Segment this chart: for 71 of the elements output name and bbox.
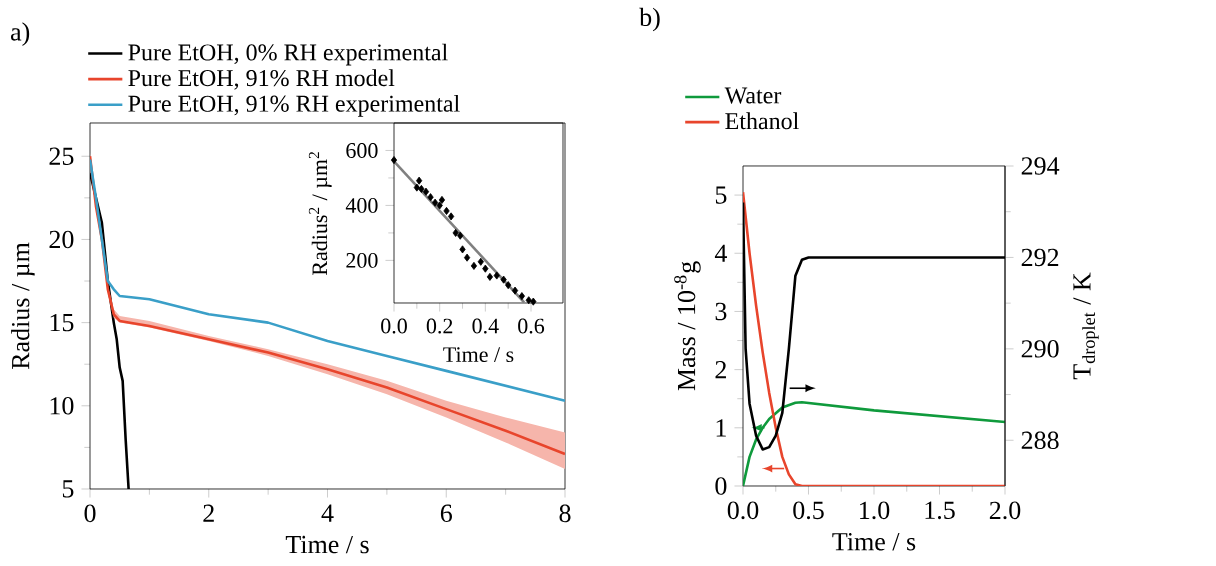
point	[438, 195, 446, 204]
point	[427, 193, 434, 202]
y-tick-label: 200	[346, 252, 378, 268]
point	[511, 286, 519, 295]
point	[518, 292, 525, 301]
y-tick-label: 5	[715, 186, 727, 204]
x-tick-label: 2	[203, 504, 214, 522]
x-tick-label: 4	[321, 504, 334, 522]
y-tick-label: 5	[62, 480, 74, 498]
x-tick-label: 0.2	[426, 318, 453, 334]
x-tick-label: 6	[440, 504, 452, 523]
point	[436, 201, 443, 210]
legend-label: Pure EtOH, 91% RH model	[128, 69, 395, 90]
y-tick-label: 3	[715, 302, 727, 321]
y-axis-title: Radius / µm	[11, 242, 35, 370]
x-axis-title: Time / s	[443, 347, 514, 363]
point	[452, 228, 459, 237]
x-tick-label: 0.0	[727, 501, 759, 520]
point	[443, 206, 450, 215]
y-tick-label: 10	[50, 397, 74, 415]
x-tick-label: 0	[84, 504, 96, 523]
y-tick-label: 400	[345, 198, 378, 213]
legend-label: Pure EtOH, 91% RH experimental	[128, 94, 460, 117]
point	[463, 253, 471, 262]
point	[477, 257, 484, 266]
x-tick-label: 1.5	[925, 501, 955, 520]
y-tick-label: 20	[49, 230, 74, 249]
chart-title: a)	[10, 22, 30, 46]
point	[525, 296, 532, 305]
point	[422, 187, 430, 196]
y2-tick-label: 288	[1021, 431, 1059, 450]
x-tick-label: 0.4	[472, 318, 499, 334]
y2-tick-label: 294	[1021, 157, 1060, 175]
y-tick-label: 1	[716, 419, 726, 437]
point	[493, 271, 500, 280]
point	[432, 198, 439, 207]
legend-label: Ethanol	[725, 112, 799, 130]
point	[500, 275, 507, 284]
y-axis-title: Mass / 10$^{-8}$g	[674, 261, 701, 391]
point	[505, 281, 512, 290]
x-tick-label: 0.6	[518, 318, 545, 334]
x-tick-label: 2.0	[989, 501, 1021, 520]
y-tick-label: 600	[346, 143, 378, 158]
y-tick-label: 2	[715, 361, 726, 379]
point	[459, 245, 466, 254]
point	[486, 272, 494, 281]
chart-title: b)	[639, 7, 660, 32]
point	[448, 212, 455, 221]
x-tick-label: 0.0	[381, 318, 407, 334]
y2-axis-title: T$_{droplet}$ / K	[1073, 272, 1099, 380]
x-axis-title: Time / s	[832, 532, 916, 551]
point	[418, 184, 425, 193]
point	[482, 264, 489, 273]
point	[530, 297, 537, 306]
x-tick-label: 1.0	[860, 501, 890, 520]
y-tick-label: 0	[715, 477, 727, 495]
y-axis-title: Radius$^{2}$ / µm$^{2}$	[308, 152, 332, 276]
y2-tick-label: 292	[1021, 248, 1059, 267]
point	[390, 156, 398, 165]
legend-label: Water	[724, 87, 782, 104]
x-tick-label: 0.5	[793, 501, 824, 520]
y2-tick-label: 290	[1021, 340, 1059, 358]
y-tick-label: 4	[714, 244, 728, 262]
x-tick-label: 8	[559, 504, 571, 523]
point	[470, 261, 478, 270]
y-tick-label: 25	[49, 147, 74, 165]
x-axis-title: Time / s	[285, 535, 369, 554]
point	[457, 231, 464, 240]
legend-label: Pure EtOH, 0% RH experimental	[128, 43, 448, 66]
y-tick-label: 15	[50, 313, 74, 332]
point	[416, 176, 423, 185]
